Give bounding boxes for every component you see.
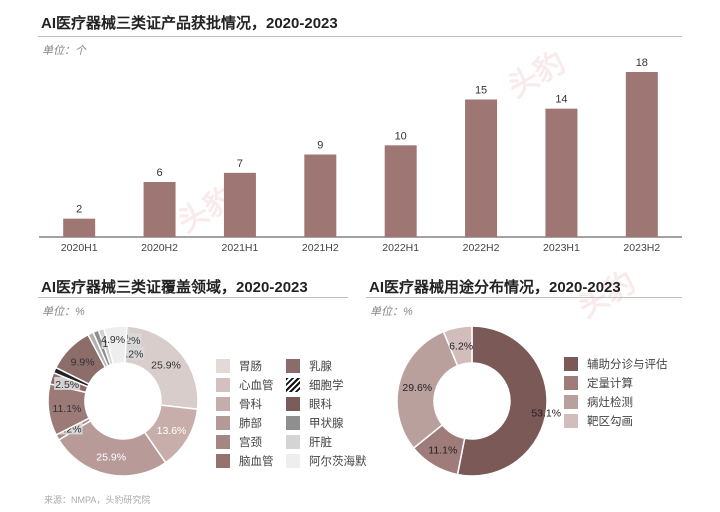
legend-label: 辅助分诊与评估 bbox=[587, 359, 668, 371]
legend-swatch bbox=[564, 414, 578, 428]
usage-pie-title: AI医疗器械用途分布情况，2020-2023 bbox=[369, 279, 621, 296]
domain-pie-title: AI医疗器械三类证覆盖领域，2020-2023 bbox=[41, 279, 308, 296]
legend-swatch bbox=[216, 397, 230, 411]
slice-value-label: 2.5% bbox=[55, 379, 79, 391]
bar-value-label: 15 bbox=[475, 85, 487, 97]
bar bbox=[304, 154, 337, 237]
legend-item: 甲状腺 bbox=[286, 415, 344, 431]
legend-item: 肺部 bbox=[216, 415, 262, 431]
pie-slice bbox=[396, 330, 459, 450]
legend-label: 骨科 bbox=[239, 399, 262, 411]
legend-item: 靶区勾画 bbox=[564, 413, 633, 429]
slice-value-label: 13.6% bbox=[157, 425, 187, 437]
legend-label: 甲状腺 bbox=[309, 418, 344, 430]
legend-swatch bbox=[216, 454, 230, 468]
slice-value-label: 9.9% bbox=[71, 357, 95, 369]
legend-label: 靶区勾画 bbox=[587, 416, 633, 428]
title-divider bbox=[38, 36, 682, 37]
bar-chart-unit: 单位：个 bbox=[42, 45, 86, 57]
legend-label: 脑血管 bbox=[239, 456, 274, 468]
bar-value-label: 6 bbox=[157, 167, 163, 179]
bar-value-label: 10 bbox=[395, 130, 407, 142]
legend-item: 骨科 bbox=[216, 396, 262, 412]
x-tick-label: 2022H1 bbox=[382, 242, 419, 254]
legend-label: 定量计算 bbox=[587, 378, 633, 390]
legend-label: 宫颈 bbox=[239, 437, 262, 449]
legend-label: 胃肠 bbox=[239, 361, 262, 373]
pie-slice bbox=[442, 325, 473, 367]
legend-item: 眼科 bbox=[286, 396, 332, 412]
bar bbox=[384, 145, 417, 237]
x-tick-label: 2021H1 bbox=[222, 242, 259, 254]
legend-item: 阿尔茨海默 bbox=[286, 453, 367, 469]
legend-item: 乳腺 bbox=[286, 358, 332, 374]
bar-value-label: 7 bbox=[237, 158, 243, 170]
legend-label: 细胞学 bbox=[309, 380, 344, 392]
bar bbox=[465, 99, 498, 237]
bar-value-label: 14 bbox=[555, 94, 567, 106]
x-tick-label: 2023H1 bbox=[543, 242, 580, 254]
legend-label: 肺部 bbox=[239, 418, 262, 430]
slice-value-label: 6.2% bbox=[449, 341, 473, 353]
slice-value-label: 25.9% bbox=[151, 359, 181, 371]
bar-value-label: 2 bbox=[76, 204, 82, 216]
slice-value-label: 25.9% bbox=[96, 451, 126, 463]
bar bbox=[545, 108, 578, 238]
bar-value-label: 9 bbox=[317, 140, 323, 152]
slice-value-label: 4.9% bbox=[101, 334, 125, 346]
legend-label: 肝脏 bbox=[309, 437, 332, 449]
legend-swatch bbox=[286, 397, 300, 411]
legend-item: 病灶检测 bbox=[564, 394, 633, 410]
bar-chart-title: AI医疗器械三类证产品获批情况，2020-2023 bbox=[41, 15, 338, 32]
legend-item: 定量计算 bbox=[564, 375, 633, 391]
legend-swatch bbox=[286, 454, 300, 468]
legend-item: 脑血管 bbox=[216, 453, 274, 469]
legend-label: 眼科 bbox=[309, 399, 332, 411]
bar-value-label: 18 bbox=[636, 57, 648, 69]
bar bbox=[63, 218, 96, 237]
legend-swatch bbox=[286, 416, 300, 430]
legend-swatch bbox=[286, 359, 300, 373]
x-tick-label: 2022H2 bbox=[463, 242, 500, 254]
legend-swatch bbox=[216, 416, 230, 430]
legend-swatch bbox=[564, 395, 578, 409]
slice-value-label: 29.6% bbox=[402, 382, 432, 394]
x-tick-label: 2023H2 bbox=[623, 242, 660, 254]
x-tick-label: 2020H2 bbox=[141, 242, 178, 254]
legend-swatch bbox=[216, 359, 230, 373]
pie-slice bbox=[456, 325, 548, 477]
legend-swatch bbox=[564, 376, 578, 390]
legend-item: 肝脏 bbox=[286, 434, 332, 450]
x-tick-label: 2020H1 bbox=[61, 242, 98, 254]
x-tick-label: 2021H2 bbox=[302, 242, 339, 254]
legend-item: 宫颈 bbox=[216, 434, 262, 450]
legend-swatch bbox=[286, 378, 300, 392]
title-divider bbox=[366, 297, 682, 298]
legend-item: 胃肠 bbox=[216, 358, 262, 374]
pie-slice bbox=[102, 325, 128, 366]
legend-item: 辅助分诊与评估 bbox=[564, 356, 668, 372]
slice-value-label: 11.1% bbox=[428, 444, 457, 456]
legend-label: 病灶检测 bbox=[587, 397, 633, 409]
legend-item: 细胞学 bbox=[286, 377, 344, 393]
legend-swatch bbox=[216, 435, 230, 449]
legend-label: 心血管 bbox=[239, 380, 274, 392]
usage-pie-unit: 单位：% bbox=[370, 306, 413, 318]
title-divider bbox=[38, 297, 348, 298]
legend-swatch bbox=[286, 435, 300, 449]
source-note: 来源：NMPA，头豹研究院 bbox=[44, 495, 151, 505]
legend-swatch bbox=[564, 357, 578, 371]
domain-pie-unit: 单位：% bbox=[42, 306, 85, 318]
bar bbox=[223, 172, 256, 237]
legend-item: 心血管 bbox=[216, 377, 274, 393]
legend-swatch bbox=[216, 378, 230, 392]
slice-value-label: 11.1% bbox=[52, 403, 81, 415]
slice-value-label: 53.1% bbox=[531, 407, 561, 419]
bar bbox=[625, 72, 658, 237]
legend-label: 阿尔茨海默 bbox=[309, 456, 367, 468]
legend-label: 乳腺 bbox=[309, 361, 332, 373]
bar bbox=[143, 182, 176, 237]
